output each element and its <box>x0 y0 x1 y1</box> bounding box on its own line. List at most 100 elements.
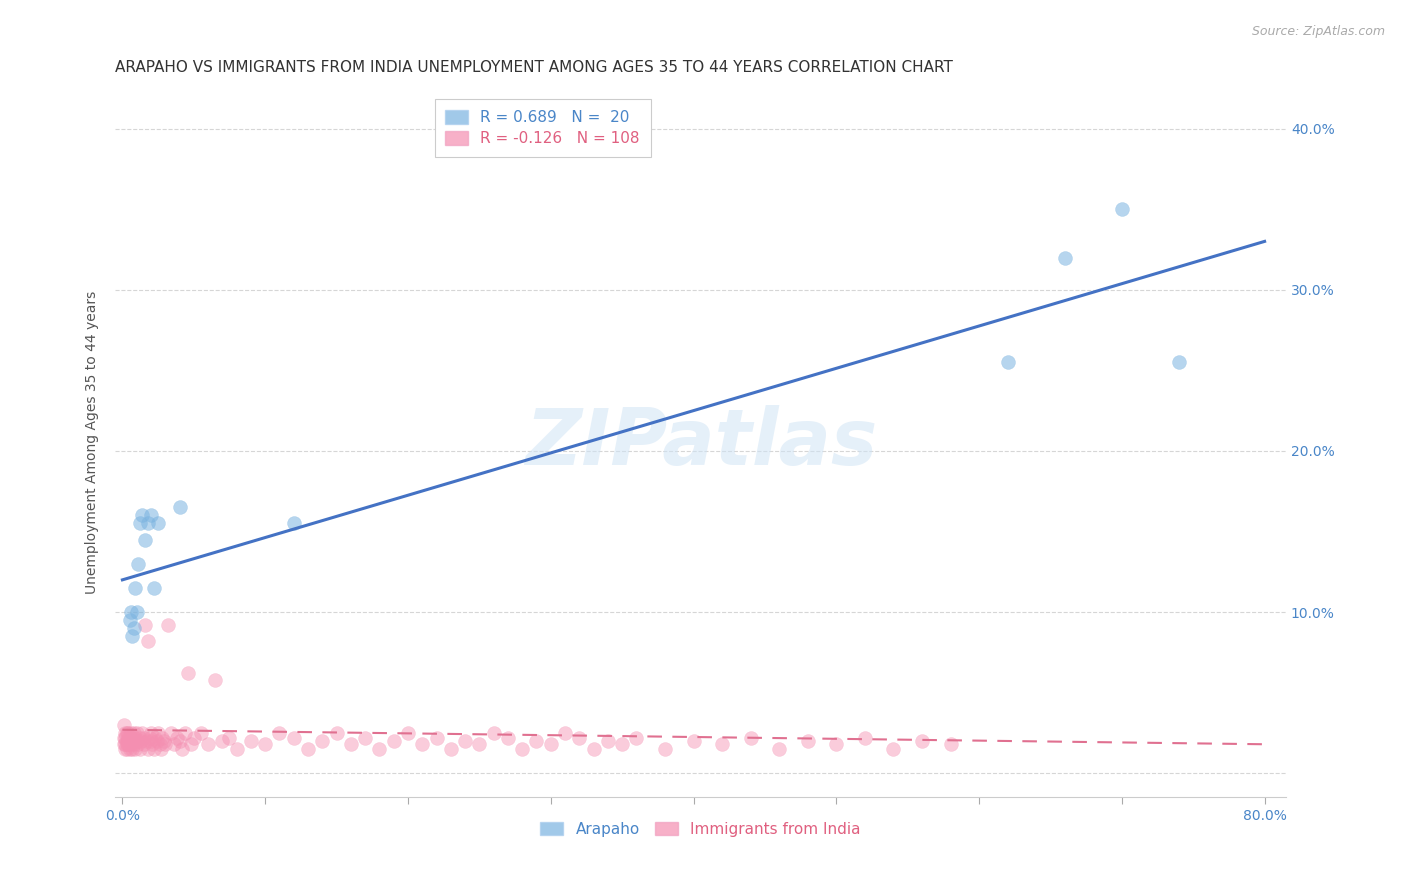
Point <box>169 500 191 515</box>
Point <box>396 726 419 740</box>
Point <box>122 737 145 751</box>
Y-axis label: Unemployment Among Ages 35 to 44 years: Unemployment Among Ages 35 to 44 years <box>86 291 100 594</box>
Point <box>368 742 391 756</box>
Point <box>127 557 149 571</box>
Point <box>626 731 648 745</box>
Point <box>122 726 145 740</box>
Point <box>120 726 142 740</box>
Point <box>121 731 143 745</box>
Point <box>997 355 1019 369</box>
Point <box>128 731 150 745</box>
Point <box>526 734 548 748</box>
Point <box>155 737 177 751</box>
Point <box>425 731 447 745</box>
Point <box>124 742 146 756</box>
Point <box>157 618 180 632</box>
Point <box>114 731 136 745</box>
Point <box>160 726 183 740</box>
Point <box>610 737 633 751</box>
Point <box>204 673 226 687</box>
Point <box>225 742 247 756</box>
Point <box>1168 355 1191 369</box>
Point <box>172 742 194 756</box>
Point <box>174 726 197 740</box>
Point <box>1111 202 1133 216</box>
Point <box>115 726 138 740</box>
Point <box>183 731 205 745</box>
Point <box>682 734 704 748</box>
Point <box>149 742 172 756</box>
Point <box>254 737 277 751</box>
Point <box>582 742 605 756</box>
Point <box>146 726 169 740</box>
Point <box>939 737 962 751</box>
Point <box>122 734 145 748</box>
Point <box>354 731 377 745</box>
Point <box>112 731 135 745</box>
Point <box>129 734 152 748</box>
Point <box>117 737 139 751</box>
Point <box>510 742 533 756</box>
Text: ZIPatlas: ZIPatlas <box>524 405 877 481</box>
Point <box>136 742 159 756</box>
Point <box>132 731 155 745</box>
Point <box>128 742 150 756</box>
Point <box>142 742 165 756</box>
Point <box>180 737 202 751</box>
Point <box>153 734 176 748</box>
Point <box>325 726 347 740</box>
Point <box>118 613 141 627</box>
Point <box>122 621 145 635</box>
Point <box>482 726 505 740</box>
Point <box>146 516 169 531</box>
Point <box>239 734 262 748</box>
Point <box>139 508 162 523</box>
Point <box>120 605 142 619</box>
Point <box>411 737 433 751</box>
Point <box>468 737 491 751</box>
Point <box>796 734 818 748</box>
Point <box>125 605 148 619</box>
Point <box>211 734 233 748</box>
Point <box>124 581 146 595</box>
Point <box>115 742 138 756</box>
Point <box>218 731 240 745</box>
Point <box>114 726 136 740</box>
Point <box>297 742 319 756</box>
Point <box>124 731 146 745</box>
Point <box>117 726 139 740</box>
Point <box>596 734 619 748</box>
Point <box>128 516 150 531</box>
Point <box>114 737 136 751</box>
Point <box>197 737 219 751</box>
Point <box>496 731 519 745</box>
Point <box>1053 251 1076 265</box>
Point <box>118 734 141 748</box>
Point <box>166 731 188 745</box>
Point <box>120 737 142 751</box>
Point <box>568 731 591 745</box>
Point <box>114 742 136 756</box>
Point <box>382 734 405 748</box>
Point <box>148 737 170 751</box>
Point <box>121 629 143 643</box>
Point <box>139 734 162 748</box>
Point <box>125 726 148 740</box>
Point <box>127 737 149 751</box>
Point <box>135 734 157 748</box>
Point <box>139 726 162 740</box>
Point <box>145 734 167 748</box>
Legend: Arapaho, Immigrants from India: Arapaho, Immigrants from India <box>534 815 868 843</box>
Point <box>853 731 876 745</box>
Point <box>131 508 153 523</box>
Point <box>115 734 138 748</box>
Point <box>540 737 562 751</box>
Point <box>141 737 163 751</box>
Point <box>134 618 156 632</box>
Point <box>136 516 159 531</box>
Point <box>115 737 138 751</box>
Point <box>825 737 848 751</box>
Point <box>143 731 166 745</box>
Point <box>125 734 148 748</box>
Point <box>150 731 173 745</box>
